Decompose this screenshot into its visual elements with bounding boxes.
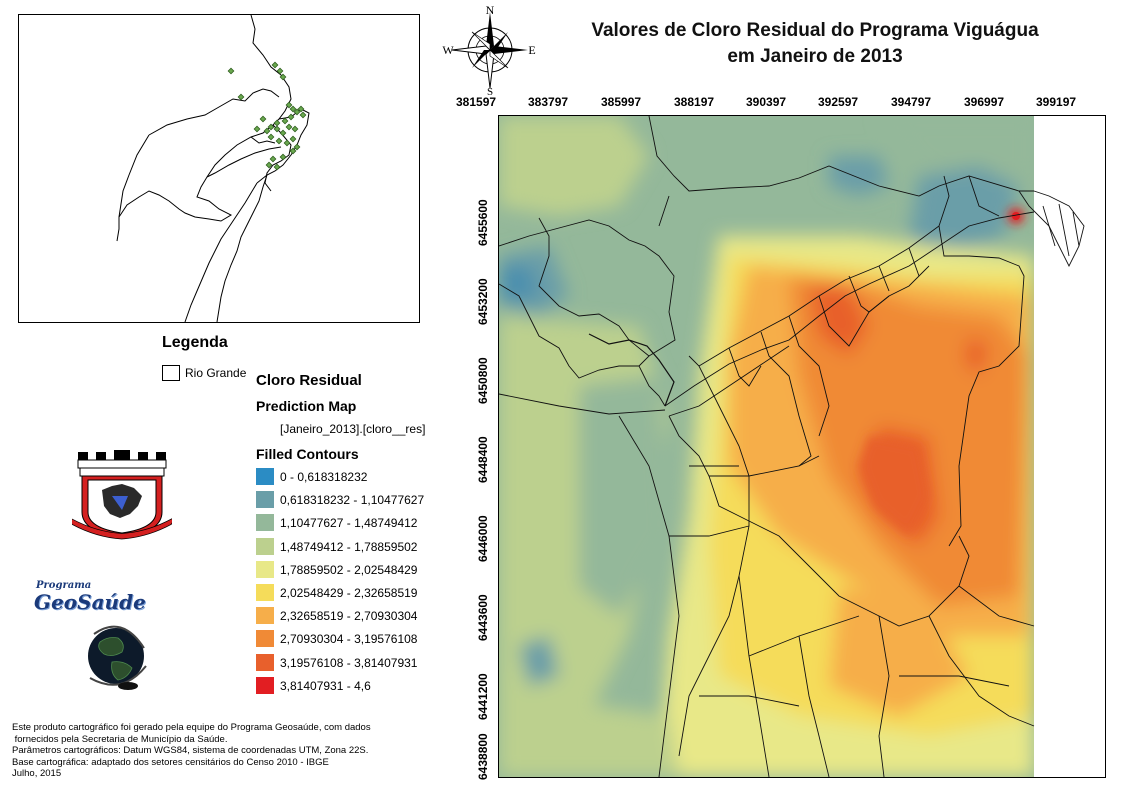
x-tick-label: 381597 [456,95,496,109]
x-tick-label: 396997 [964,95,1004,109]
map-frame-ticks [499,116,1105,120]
x-tick-label: 383797 [528,95,568,109]
legend-class-label: 2,02548429 - 2,32658519 [280,586,418,600]
y-tick-label: 6443600 [476,594,490,641]
x-tick-label: 388197 [674,95,714,109]
legend-filled-title: Filled Contours [256,446,359,462]
x-axis-ticks: 381597 383797 385997 388197 390397 39259… [456,92,1116,112]
y-tick-label: 6453200 [476,278,490,325]
legend-class-swatch [256,468,274,485]
legend-class-swatch [256,514,274,532]
legend-class-swatch [256,584,274,601]
y-tick-label: 6438800 [476,733,490,780]
legend-class-swatch [256,537,274,555]
legend-field-label: [Janeiro_2013].[cloro__res] [280,422,426,436]
x-tick-label: 394797 [891,95,931,109]
legend-class-label: 0,618318232 - 1,10477627 [280,493,425,508]
legend-class-swatch [256,491,274,509]
legend-class-label: 2,70930304 - 3,19576108 [280,632,418,647]
legend-title: Legenda [162,334,228,351]
y-axis-ticks: 6455600 6453200 6450800 6448400 6446000 … [470,120,494,780]
legend-prediction-title: Prediction Map [256,398,357,414]
credits-line: Julho, 2015 [12,768,62,779]
map-title-line1: Valores de Cloro Residual do Programa Vi… [591,20,1039,41]
credits-line: Este produto cartográfico foi gerado pel… [12,722,371,733]
legend-class-label: 1,48749412 - 1,78859502 [280,539,418,554]
compass-south-label: S [487,86,493,96]
legend-class-label: 3,19576108 - 3,81407931 [280,655,418,670]
legend-class-label: 2,32658519 - 2,70930304 [280,609,418,624]
credits-block: Este produto cartográfico foi gerado pel… [12,722,492,780]
credits-line: fornecidos pela Secretaria de Município … [12,733,228,745]
legend-layer-title: Cloro Residual [256,372,362,389]
y-tick-labels: 6455600 6453200 6450800 6448400 6446000 … [476,199,490,780]
inset-locator-map [18,14,420,323]
compass-west-label: W [442,43,454,57]
legend-class-label: 3,81407931 - 4,6 [280,678,371,693]
compass-north-label: N [486,4,495,17]
legend-class-swatch [256,607,274,625]
credits-line: Parâmetros cartográficos: Datum WGS84, s… [12,745,369,756]
prediction-map[interactable] [498,115,1106,778]
y-tick-label: 6450800 [476,357,490,404]
legend-class-label: 1,10477627 - 1,48749412 [280,516,418,531]
prediction-surface [499,116,1105,777]
y-tick-label: 6448400 [476,436,490,483]
map-title: Valores de Cloro Residual do Programa Vi… [530,18,1100,70]
legend-class-swatch [256,676,274,694]
legend-class-swatch [256,653,274,671]
x-tick-label: 392597 [818,95,858,109]
legend-class-label: 0 - 0,618318232 [280,470,368,484]
map-title-line2: em Janeiro de 2013 [727,46,903,67]
y-tick-label: 6441200 [476,673,490,720]
y-tick-label: 6446000 [476,515,490,562]
compass-east-label: E [528,43,535,57]
legend-class-swatch [256,560,274,578]
legend-class-swatch [256,630,274,648]
rio-grande-swatch [162,365,180,381]
inset-outline [116,14,310,323]
x-tick-label: 390397 [746,95,786,109]
x-tick-labels: 381597 383797 385997 388197 390397 39259… [456,95,1076,109]
geosaude-program-label: Programa [36,580,92,591]
x-tick-label: 385997 [601,95,641,109]
rio-grande-label: Rio Grande [185,366,247,380]
credits-line: Base cartográfica: adaptado dos setores … [12,756,329,768]
city-coat-of-arms-icon [67,440,176,550]
geosaude-logo-text: GeoSaúde [34,590,146,614]
y-tick-label: 6455600 [476,199,490,246]
x-tick-label: 399197 [1036,95,1076,109]
globe-logo-icon [82,618,152,692]
legend-class-label: 1,78859502 - 2,02548429 [280,562,418,577]
north-arrow-compass-icon: N S E W [442,3,538,98]
